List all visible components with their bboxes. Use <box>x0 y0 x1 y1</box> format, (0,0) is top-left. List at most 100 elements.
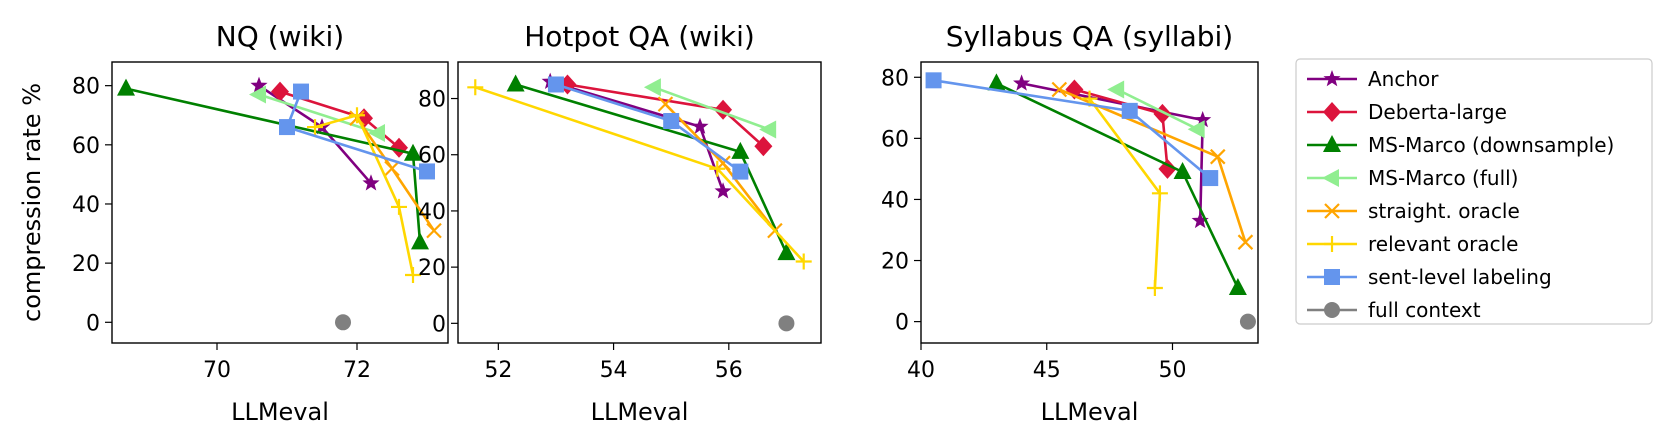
series-relevant-oracle <box>467 79 812 270</box>
data-point-ms-marco-downsample <box>404 143 422 161</box>
legend-marker <box>1324 269 1340 285</box>
legend-label: full context <box>1368 298 1481 322</box>
data-point-anchor <box>1194 111 1212 128</box>
x-axis-label: LLMeval <box>1041 398 1139 426</box>
plot-frame <box>111 61 449 344</box>
series-ms-marco-full <box>249 85 385 142</box>
series-line-ms-marco-downsample <box>125 87 422 243</box>
data-point-anchor <box>691 117 709 134</box>
y-tick-label: 0 <box>432 312 446 337</box>
x-tick-label: 45 <box>1033 358 1061 383</box>
series-ms-marco-downsample <box>506 74 796 261</box>
data-point-full-context <box>1239 313 1256 330</box>
data-point-sent-level-labeling <box>293 83 309 100</box>
plot-frame <box>457 61 822 344</box>
data-point-full-context <box>778 315 795 332</box>
data-point-sent-level-labeling <box>925 72 942 89</box>
y-tick-label: 40 <box>418 200 446 225</box>
series-straight-oracle <box>1051 81 1254 250</box>
data-point-ms-marco-downsample <box>1228 278 1247 296</box>
x-tick-label: 40 <box>907 358 935 383</box>
data-point-sent-level-labeling <box>1121 102 1138 119</box>
legend-entry-relevant-oracle: relevant oracle <box>1307 232 1519 256</box>
data-point-anchor <box>714 182 732 199</box>
series-line-relevant-oracle <box>474 86 805 263</box>
series-line-ms-marco-full <box>258 93 379 135</box>
data-point-sent-level-labeling <box>732 163 749 180</box>
series-relevant-oracle <box>307 107 421 283</box>
y-axis-label: compression rate % <box>18 83 46 322</box>
series-full-context <box>778 315 795 332</box>
data-point-ms-marco-full <box>1187 120 1205 139</box>
series-full-context <box>1239 313 1256 330</box>
data-point-anchor <box>362 174 380 191</box>
data-point-ms-marco-downsample <box>411 232 429 250</box>
y-tick-label: 0 <box>86 311 100 336</box>
panel-1: NQ (wiki) LLMeval compression rate % 70 72 0 2… <box>18 20 449 426</box>
legend-label: MS-Marco (downsample) <box>1368 133 1614 157</box>
data-point-straight-oracle <box>426 222 442 239</box>
x-tick-label: 54 <box>600 358 628 383</box>
data-point-straight-oracle <box>1051 81 1068 98</box>
data-point-relevant-oracle <box>709 160 726 177</box>
series-line-relevant-oracle <box>314 113 415 276</box>
series-ms-marco-full <box>643 78 777 139</box>
legend-entry-straight-oracle: straight. oracle <box>1307 199 1520 223</box>
legend-entry-sent-level-labeling: sent-level labeling <box>1307 265 1552 289</box>
legend-entry-deberta-large: Deberta-large <box>1307 100 1507 124</box>
series-anchor <box>541 72 732 199</box>
series-sent-level-labeling <box>547 76 749 180</box>
x-tick-label: 70 <box>203 358 231 383</box>
x-tick-label: 72 <box>343 358 371 383</box>
data-point-ms-marco-downsample <box>1173 161 1192 179</box>
data-point-relevant-oracle <box>391 198 407 215</box>
data-point-sent-level-labeling <box>663 113 680 130</box>
chart-title: NQ (wiki) <box>216 20 344 53</box>
chart-title: Hotpot QA (wiki) <box>524 20 755 53</box>
data-point-sent-level-labeling <box>547 76 564 93</box>
legend-entry-ms-marco-full: MS-Marco (full) <box>1307 166 1519 190</box>
y-tick-label: 60 <box>72 134 100 159</box>
series-sent-level-labeling <box>925 72 1219 187</box>
legend-label: Anchor <box>1368 67 1439 91</box>
series-line-ms-marco-full <box>653 86 770 131</box>
chart-title: Syllabus QA (syllabi) <box>946 20 1233 53</box>
panel-3: Syllabus QA (syllabi) LLMeval 40 45 50 0 20 40 6… <box>881 20 1259 426</box>
data-point-straight-oracle <box>1237 234 1254 250</box>
data-point-anchor <box>250 76 268 93</box>
data-point-anchor <box>1013 74 1031 91</box>
data-point-full-context <box>335 314 351 331</box>
data-point-relevant-oracle <box>467 79 484 96</box>
legend-label: MS-Marco (full) <box>1368 166 1519 190</box>
legend-entry-full-context: full context <box>1307 298 1481 322</box>
legend-marker <box>1324 203 1340 219</box>
data-point-ms-marco-downsample <box>987 73 1006 91</box>
y-tick-label: 80 <box>418 88 446 113</box>
y-tick-label: 80 <box>72 75 100 100</box>
legend-label: straight. oracle <box>1368 199 1520 223</box>
y-tick-label: 60 <box>881 127 909 152</box>
x-axis-label: LLMeval <box>231 398 329 426</box>
data-point-ms-marco-full <box>643 78 661 97</box>
legend-marker <box>1324 236 1340 252</box>
y-tick-label: 0 <box>895 311 909 336</box>
data-point-sent-level-labeling <box>1202 170 1219 187</box>
series-full-context <box>335 314 351 331</box>
data-point-relevant-oracle <box>349 107 365 124</box>
data-point-straight-oracle <box>384 160 400 177</box>
series-ms-marco-downsample <box>117 78 429 250</box>
legend-label: Deberta-large <box>1368 100 1507 124</box>
y-tick-label: 80 <box>881 66 909 91</box>
y-tick-label: 40 <box>72 193 100 218</box>
legend-marker <box>1323 102 1341 122</box>
plot-frame <box>920 61 1259 344</box>
data-point-deberta-large <box>754 136 773 157</box>
legend-entry-ms-marco-downsample: MS-Marco (downsample) <box>1307 133 1614 157</box>
legend-marker <box>1324 302 1340 318</box>
data-point-straight-oracle <box>657 96 674 112</box>
y-tick-label: 20 <box>418 256 446 281</box>
data-point-ms-marco-full <box>249 85 266 104</box>
data-point-relevant-oracle <box>307 119 323 136</box>
legend-marker <box>1323 70 1341 87</box>
